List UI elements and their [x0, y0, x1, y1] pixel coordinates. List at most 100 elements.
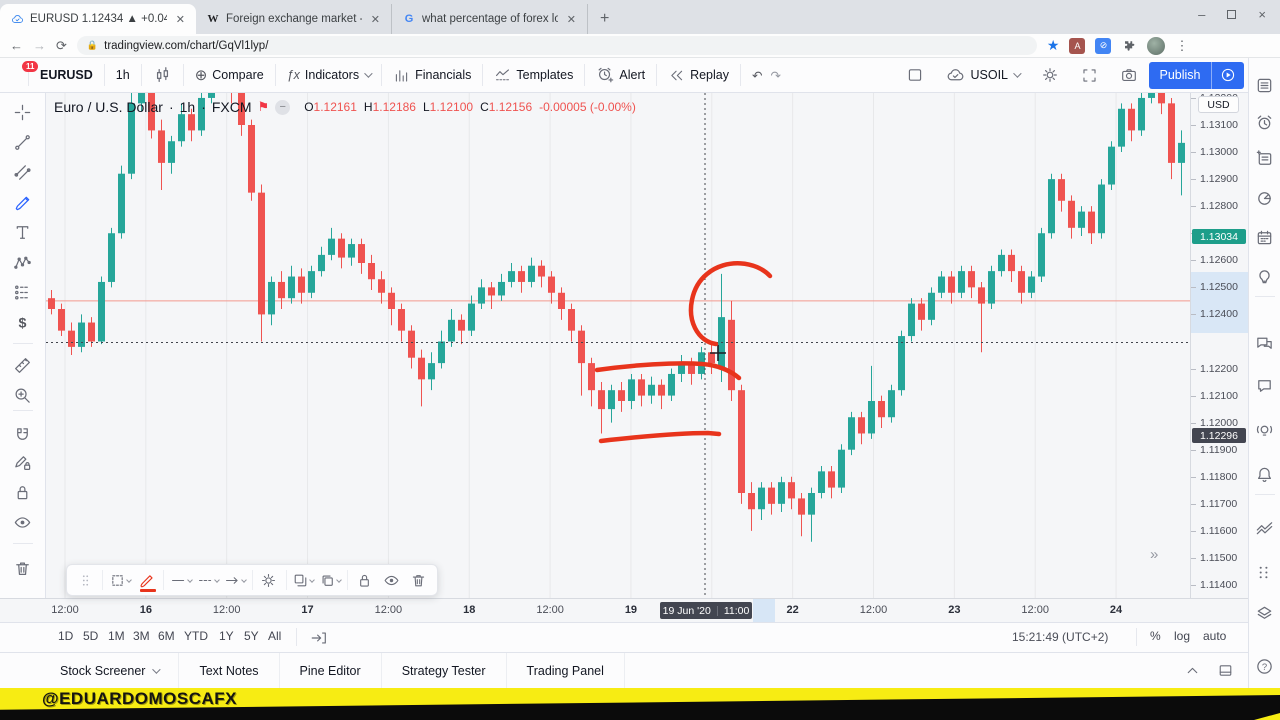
browser-menu-icon[interactable]: ⋮ — [1175, 37, 1189, 53]
clone-button[interactable] — [290, 567, 315, 593]
range-1m[interactable]: 1M — [108, 629, 125, 643]
fullscreen-button[interactable] — [1070, 58, 1109, 92]
settings-gear-button[interactable] — [256, 567, 281, 593]
window-close-button[interactable]: × — [1258, 6, 1266, 22]
chart-pane[interactable] — [46, 93, 1190, 598]
cloud-save-symbol-button[interactable]: USOIL — [935, 58, 1030, 92]
line-style-arrow-button[interactable] — [222, 567, 247, 593]
tool-zoom-in[interactable] — [10, 382, 36, 408]
bottom-tab-pine-editor[interactable]: Pine Editor — [280, 653, 382, 688]
chart-style-button[interactable] — [142, 58, 183, 92]
publish-button[interactable]: Publish — [1149, 61, 1211, 89]
tool-gann-fib[interactable] — [10, 159, 36, 185]
tool-text-tool[interactable] — [10, 219, 36, 245]
tool-zigzag[interactable] — [1252, 515, 1278, 541]
range-1d[interactable]: 1D — [58, 629, 74, 643]
pdf-extension-icon[interactable]: A — [1069, 37, 1086, 54]
line-style-dashed-button[interactable] — [195, 567, 220, 593]
percent-scale-button[interactable]: % — [1150, 629, 1161, 643]
tab-close-icon[interactable]: ✕ — [566, 13, 576, 26]
interval-button[interactable]: 1h — [115, 68, 130, 82]
tab-close-icon[interactable]: ✕ — [175, 13, 185, 26]
tool-lock-all-drawings[interactable] — [10, 479, 36, 505]
tool-xabcd-pattern[interactable] — [10, 249, 36, 275]
tool-magnet[interactable] — [10, 422, 36, 448]
bottom-tab-stock-screener[interactable]: Stock Screener — [40, 653, 180, 688]
tool-ideas[interactable] — [1252, 262, 1278, 288]
window-minimize-button[interactable]: – — [1198, 6, 1206, 22]
flag-icon[interactable]: ⚑ — [257, 99, 270, 114]
tool-layers[interactable] — [1252, 600, 1278, 626]
lock-drawing-button[interactable] — [352, 567, 377, 593]
tool-trend-line[interactable] — [10, 129, 36, 155]
tool-object-tree[interactable] — [1252, 559, 1278, 585]
tool-public-chats[interactable] — [1252, 330, 1278, 356]
financials-button[interactable]: Financials — [382, 58, 482, 92]
url-input[interactable]: 🔒 tradingview.com/chart/GqVl1lyp/ — [76, 36, 1037, 55]
range-3m[interactable]: 3M — [133, 629, 150, 643]
delete-drawing-button[interactable] — [406, 567, 431, 593]
tool-hide-all-drawings[interactable] — [10, 509, 36, 535]
extensions-puzzle-icon[interactable] — [1121, 38, 1137, 54]
tool-streams[interactable] — [1252, 417, 1278, 443]
tool-calendar[interactable] — [1252, 224, 1278, 250]
back-icon[interactable]: ← — [10, 38, 23, 53]
range-6m[interactable]: 6M — [158, 629, 175, 643]
tool-notifications-bell[interactable] — [1252, 461, 1278, 487]
templates-button[interactable]: Templates — [483, 58, 584, 92]
tool-forecast[interactable] — [10, 279, 36, 305]
range-5y[interactable]: 5Y — [244, 629, 259, 643]
adblock-extension-icon[interactable]: ⊘ — [1095, 37, 1112, 54]
tool-watchlist[interactable] — [1252, 72, 1278, 98]
indicators-button[interactable]: ƒx Indicators — [276, 58, 381, 92]
tool-icons-dollar[interactable] — [10, 309, 36, 335]
replay-button[interactable]: Replay — [657, 58, 740, 92]
bottom-tab-strategy-tester[interactable]: Strategy Tester — [382, 653, 507, 688]
bookmark-star-icon[interactable]: ★ — [1046, 37, 1060, 53]
tool-stay-in-drawing-mode[interactable] — [10, 449, 36, 475]
session-clock[interactable]: 15:21:49 (UTC+2) — [1012, 630, 1109, 644]
window-maximize-button[interactable] — [1227, 9, 1237, 19]
redo-button[interactable]: ↷ — [770, 68, 781, 83]
log-scale-button[interactable]: log — [1174, 629, 1191, 643]
reload-icon[interactable]: ⟳ — [56, 37, 67, 53]
layout-button[interactable] — [895, 58, 935, 92]
time-axis[interactable]: 12:00 16 12:00 17 12:00 18 12:00 19 12:00 22 12:00… — [0, 598, 1248, 623]
range-ytd[interactable]: YTD — [184, 629, 208, 643]
alert-button[interactable]: Alert — [585, 58, 656, 92]
brush-color-button[interactable] — [134, 567, 159, 593]
tool-private-chat[interactable] — [1252, 372, 1278, 398]
drag-handle-button[interactable] — [73, 567, 98, 593]
new-tab-button[interactable]: + — [600, 10, 610, 27]
snapshot-button[interactable] — [1109, 58, 1149, 92]
visibility-button[interactable] — [379, 567, 404, 593]
bottom-tab-text-notes[interactable]: Text Notes — [179, 653, 280, 688]
range-all[interactable]: All — [268, 629, 282, 643]
auto-scale-button[interactable]: auto — [1203, 629, 1227, 643]
tab-close-icon[interactable]: ✕ — [370, 13, 380, 26]
main-menu-button[interactable]: 11 — [0, 58, 39, 92]
undo-button[interactable]: ↶ — [752, 68, 763, 83]
currency-toggle-button[interactable]: USD — [1198, 96, 1239, 113]
tool-measure-ruler[interactable] — [10, 352, 36, 378]
browser-tab-eurusd[interactable]: EURUSD 1.12434 ▲ +0.04% USD ✕ — [0, 4, 196, 34]
panel-layout-icon[interactable] — [1217, 662, 1234, 679]
publish-play-button[interactable] — [1211, 61, 1244, 89]
price-scale[interactable]: 1.132001.131001.130001.129001.128001.127… — [1190, 92, 1248, 598]
range-1y[interactable]: 1Y — [219, 629, 234, 643]
tool-alerts-clock[interactable] — [1252, 109, 1278, 135]
compare-button[interactable]: ⊕ Compare — [194, 67, 264, 84]
tool-hotlist[interactable] — [1252, 185, 1278, 211]
go-to-date-icon[interactable] — [310, 629, 328, 647]
browser-tab-wikipedia[interactable]: W Foreign exchange market - Wik ✕ — [196, 4, 392, 34]
hide-legend-icon[interactable]: − — [275, 99, 291, 115]
collapse-panel-chevron-icon[interactable] — [1184, 662, 1201, 679]
tool-brush[interactable] — [10, 189, 36, 215]
symbol-search-button[interactable]: EURUSD — [40, 68, 93, 82]
candlestick-chart[interactable] — [46, 93, 1190, 598]
selection-mode-button[interactable] — [107, 567, 132, 593]
copy-button[interactable] — [318, 567, 343, 593]
tool-crosshair[interactable] — [10, 99, 36, 125]
line-style-solid-button[interactable] — [168, 567, 193, 593]
browser-tab-google[interactable]: G what percentage of forex loses - ✕ — [392, 4, 588, 34]
